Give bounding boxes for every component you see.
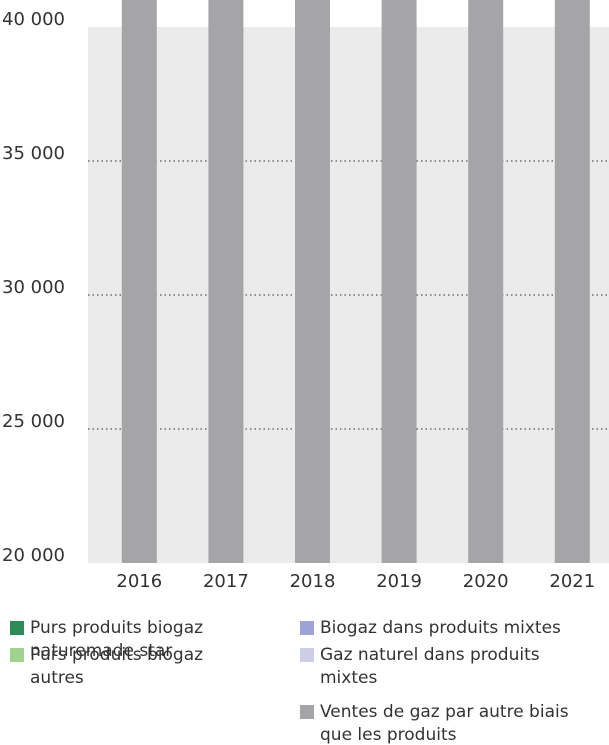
y-tick-label: 30 000: [2, 277, 65, 298]
y-tick-label: 35 000: [2, 143, 65, 164]
legend-item: Biogaz dans produits mixtes: [300, 617, 609, 640]
bar-segment: [381, 0, 417, 564]
legend-item: Purs produits biogaz autres: [10, 644, 240, 690]
chart: 20 000 25 000 30 000 35 000 40 000 2016 2017 20…: [2, 0, 609, 592]
bar-segment: [208, 0, 244, 564]
x-tick-label: 2018: [290, 571, 336, 592]
x-tick-label: 2021: [549, 571, 595, 592]
y-tick-label: 25 000: [2, 411, 65, 432]
legend-label: Purs produits biogaz autres: [30, 645, 204, 688]
x-tick-label: 2017: [203, 571, 249, 592]
legend-label: Purs produits biogaz naturemade star: [30, 618, 204, 661]
legend-label: Gaz naturel dans produits mixtes: [320, 645, 540, 688]
x-tick-label: 2020: [463, 571, 509, 592]
x-tick-label: 2016: [116, 571, 162, 592]
plot-background: [88, 27, 609, 563]
legend-swatch: [300, 705, 314, 719]
legend-label: Ventes de gaz par autre biais que les pr…: [320, 702, 569, 745]
y-tick-label: 40 000: [2, 9, 65, 30]
legend-item: Purs produits biogaz naturemade star: [10, 617, 240, 663]
legend-swatch: [10, 648, 24, 662]
y-tick-label: 20 000: [2, 545, 65, 566]
legend-item: Ventes de gaz par autre biais que les pr…: [300, 701, 580, 745]
legend-swatch: [10, 621, 24, 635]
bar-segment: [295, 0, 330, 564]
legend-label: Biogaz dans produits mixtes: [320, 618, 561, 638]
legend-swatch: [300, 648, 314, 662]
legend-swatch: [300, 621, 314, 635]
bar-segment: [468, 0, 504, 564]
bar-segment: [554, 0, 590, 563]
legend-item: Gaz naturel dans produits mixtes: [300, 644, 580, 690]
bar-segment: [121, 0, 157, 563]
x-tick-label: 2019: [376, 571, 422, 592]
